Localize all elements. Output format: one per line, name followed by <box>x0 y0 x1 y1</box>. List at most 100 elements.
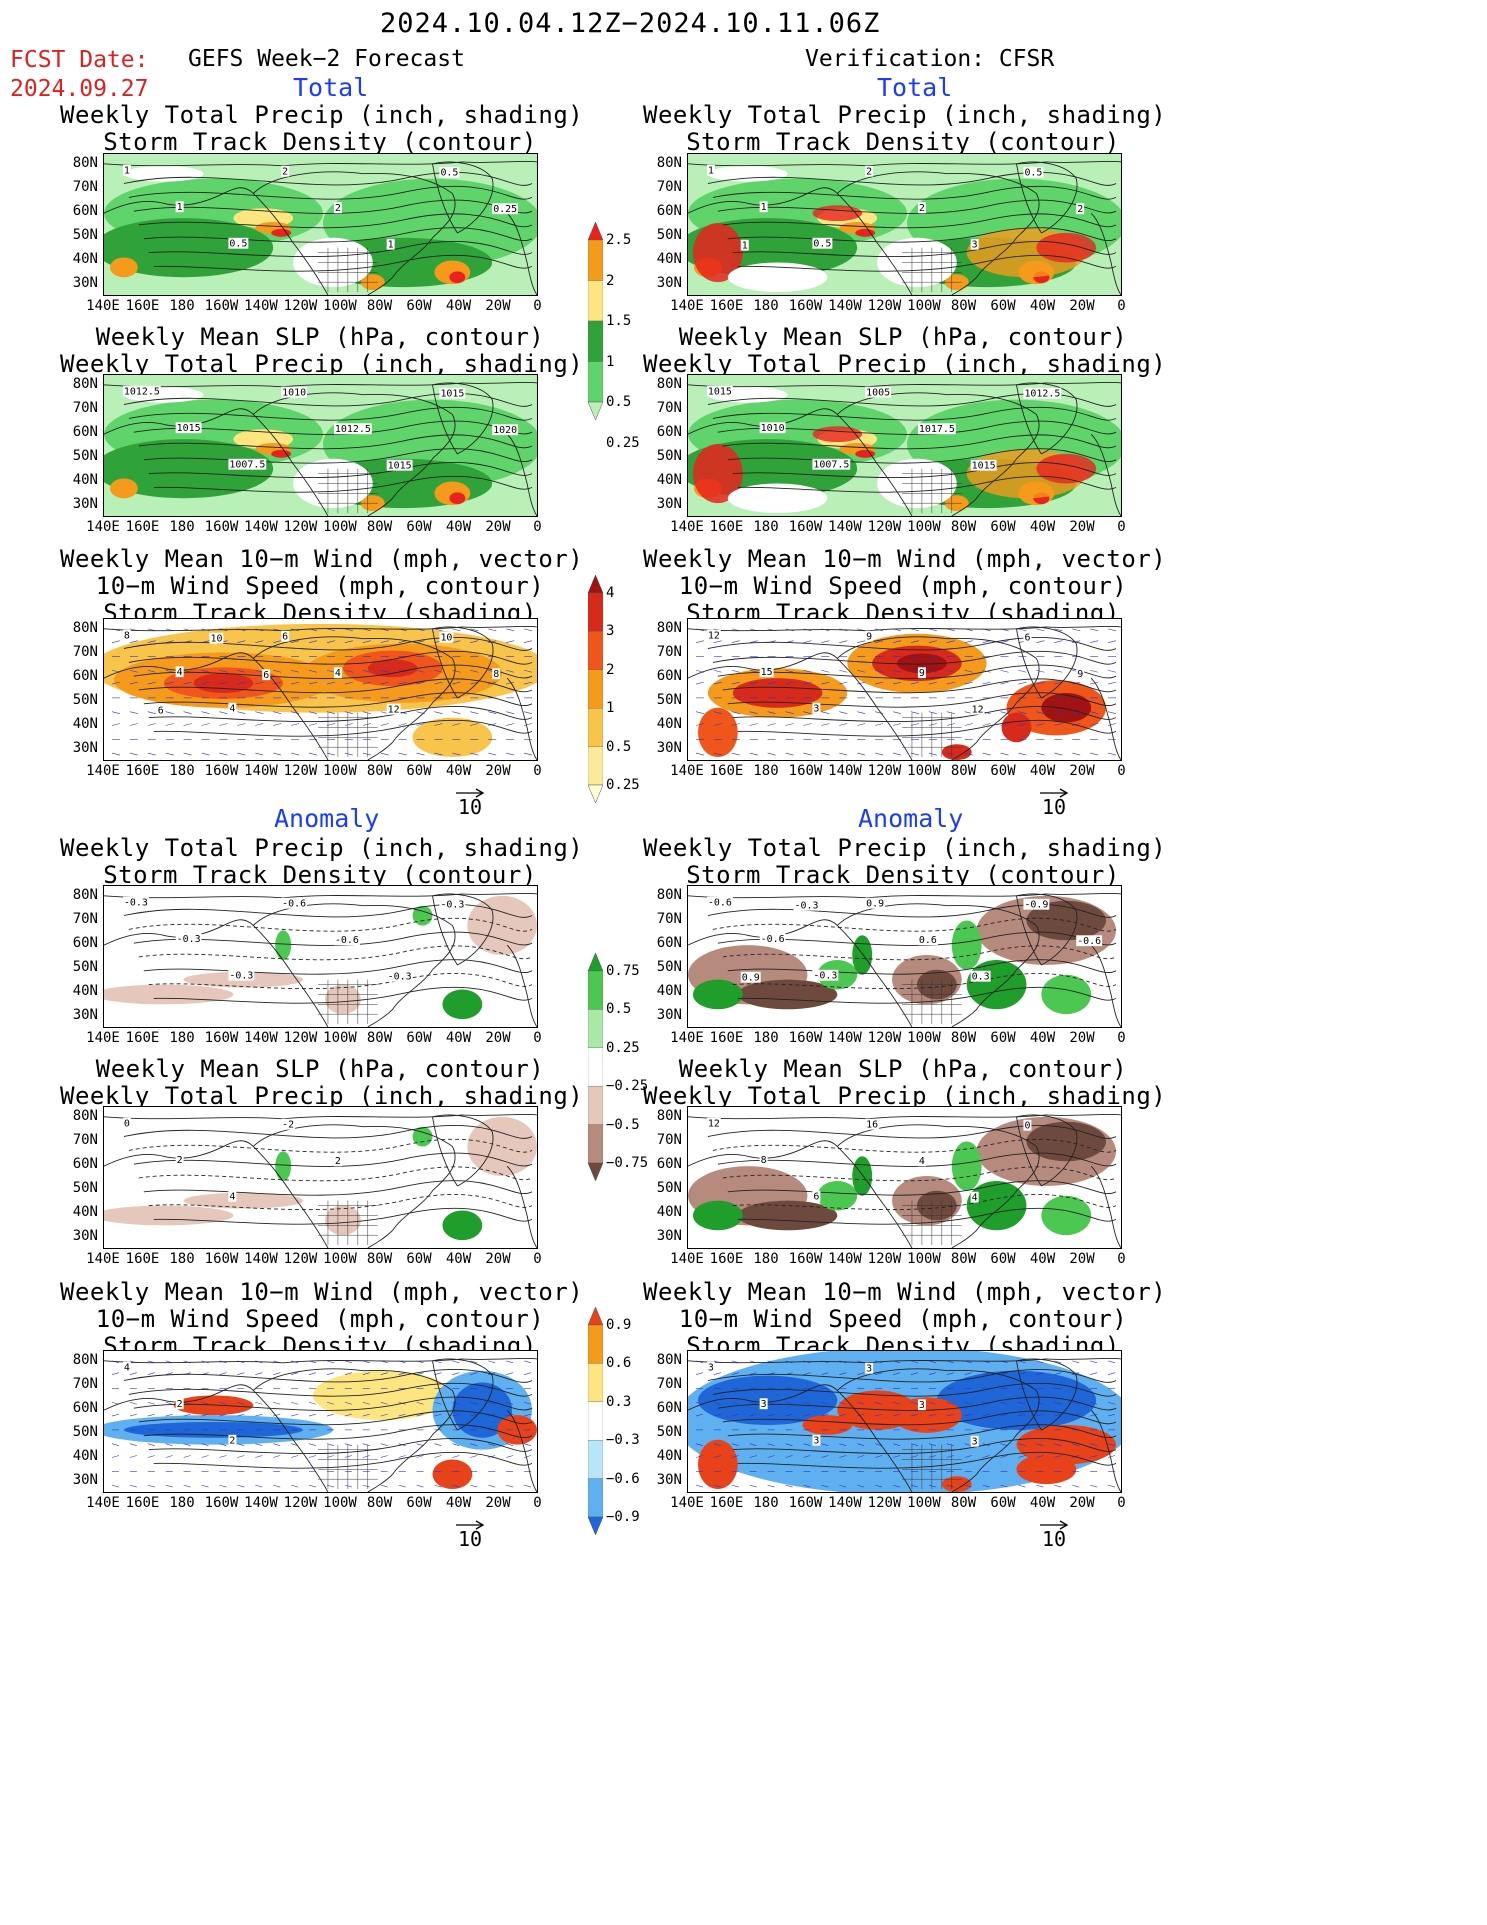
lat-label: 60N <box>656 935 682 951</box>
lat-label: 80N <box>656 1352 682 1368</box>
lon-label: 160E <box>125 763 160 779</box>
contour-line <box>153 475 533 493</box>
coastline-europe <box>506 433 537 516</box>
wind-vector <box>1000 723 1009 726</box>
contour-line <box>737 475 1117 493</box>
contour-line <box>143 959 533 975</box>
svg-text:-0.6: -0.6 <box>335 935 359 946</box>
right-anomaly-label: Anomaly <box>858 804 964 833</box>
wind-vector <box>165 640 174 643</box>
contour-line <box>138 678 533 694</box>
colorbar-label: 1 <box>606 353 615 370</box>
wind-vector <box>839 1372 847 1375</box>
wind-vector <box>165 1443 173 1446</box>
lon-label: 140E <box>670 519 704 535</box>
wind-vector <box>928 723 937 726</box>
contour-label: 1005 <box>865 386 892 399</box>
map-verif-precip-track-total: 1 1 0.5 2 2 3 0.5 2 1 <box>687 153 1122 296</box>
wind-vector <box>731 640 740 643</box>
lon-label: 40W <box>1029 1251 1056 1267</box>
wind-vector <box>749 711 758 714</box>
contour-line <box>722 1166 1117 1182</box>
wind-vector <box>291 1484 299 1488</box>
wind-vector <box>183 752 192 756</box>
lon-label: 20W <box>485 763 511 779</box>
heavy-precip <box>692 444 743 504</box>
wind-vector <box>326 1413 335 1417</box>
wind-vector <box>857 640 866 643</box>
wind-vector <box>857 1455 865 1458</box>
wind-vector <box>892 752 902 756</box>
colorbar-segment <box>587 592 604 632</box>
wind-vector <box>910 1360 919 1364</box>
colorbar-segment <box>587 574 604 594</box>
lon-label: 120W <box>867 519 902 535</box>
lat-label: 30N <box>72 1228 98 1244</box>
period-title: 2024.10.04.12Z−2024.10.11.06Z <box>380 8 881 39</box>
wind-vector <box>695 640 704 643</box>
map-forecast-wind-track-total: 8 4 4 6 4 12 10 8 6 10 6 <box>103 618 538 761</box>
wind-vector <box>1072 723 1081 726</box>
lat-label: 50N <box>656 959 682 975</box>
contour-label: 2 <box>1076 203 1085 215</box>
wind-vector <box>946 628 955 632</box>
lon-label: 100W <box>323 519 357 535</box>
colorbar-label: 0.75 <box>606 963 640 979</box>
lon-label: 0 <box>533 763 542 779</box>
wind-vector <box>1000 1372 1008 1375</box>
wind-vector <box>326 1401 335 1405</box>
coastline-north-america <box>252 392 456 516</box>
wind-vector <box>470 711 479 714</box>
lon-label: 60W <box>406 1251 432 1267</box>
wind-vector <box>1036 711 1045 714</box>
wind-vector <box>1054 1401 1062 1405</box>
vector-ref-arrow-left-anomaly <box>456 1516 486 1535</box>
contour-label: -0.3 <box>175 933 202 945</box>
wind-vector <box>695 1413 704 1417</box>
wind-vector <box>380 1413 388 1417</box>
wind-vector <box>785 1484 793 1488</box>
lon-label: 160W <box>204 1251 239 1267</box>
contour-line <box>153 1207 533 1225</box>
wind-vector <box>129 1443 137 1446</box>
wind-vector <box>731 681 740 685</box>
wind-vector <box>452 1360 460 1364</box>
svg-text:1: 1 <box>708 166 714 177</box>
shading-blob <box>104 439 274 499</box>
lat-label: 60N <box>72 935 98 951</box>
wind-vector <box>946 711 955 714</box>
lon-label: 40W <box>1029 1495 1056 1511</box>
wind-vector <box>523 1360 532 1364</box>
wind-vector <box>434 669 443 673</box>
wind-vector <box>308 1455 317 1458</box>
wind-vector <box>875 1413 883 1417</box>
wind-vector <box>291 1455 299 1458</box>
shading-blob <box>951 1141 982 1191</box>
colorbar-segment <box>587 401 604 421</box>
svg-text:0.9: 0.9 <box>866 899 884 910</box>
wind-vector <box>749 1484 757 1488</box>
wind-vector <box>129 752 138 756</box>
lat-label: 60N <box>656 424 682 440</box>
title-l1: Weekly Total Precip (inch, shading) Storm… <box>60 101 584 156</box>
wind-vector <box>344 1372 352 1375</box>
contour-label: 1015 <box>970 459 997 472</box>
shading-blob <box>697 1439 738 1490</box>
wind-vector <box>165 1372 173 1375</box>
svg-text:4: 4 <box>124 1363 130 1374</box>
coastline-europe <box>1090 433 1121 516</box>
lon-label: 80W <box>950 1251 977 1267</box>
wind-vector <box>326 640 336 643</box>
coastline-greenland <box>431 626 494 699</box>
lat-label: 50N <box>656 692 682 708</box>
contour-label: 1 <box>175 201 184 213</box>
wind-vector <box>398 681 407 685</box>
lat-label: 80N <box>72 155 98 171</box>
lat-label: 60N <box>72 668 98 684</box>
shading-blob <box>1016 1454 1077 1485</box>
lat-label: 70N <box>72 644 98 660</box>
heavy-precip <box>812 205 863 222</box>
wind-vector <box>928 640 937 643</box>
wind-vector <box>362 752 371 756</box>
lat-label: 80N <box>72 887 98 903</box>
